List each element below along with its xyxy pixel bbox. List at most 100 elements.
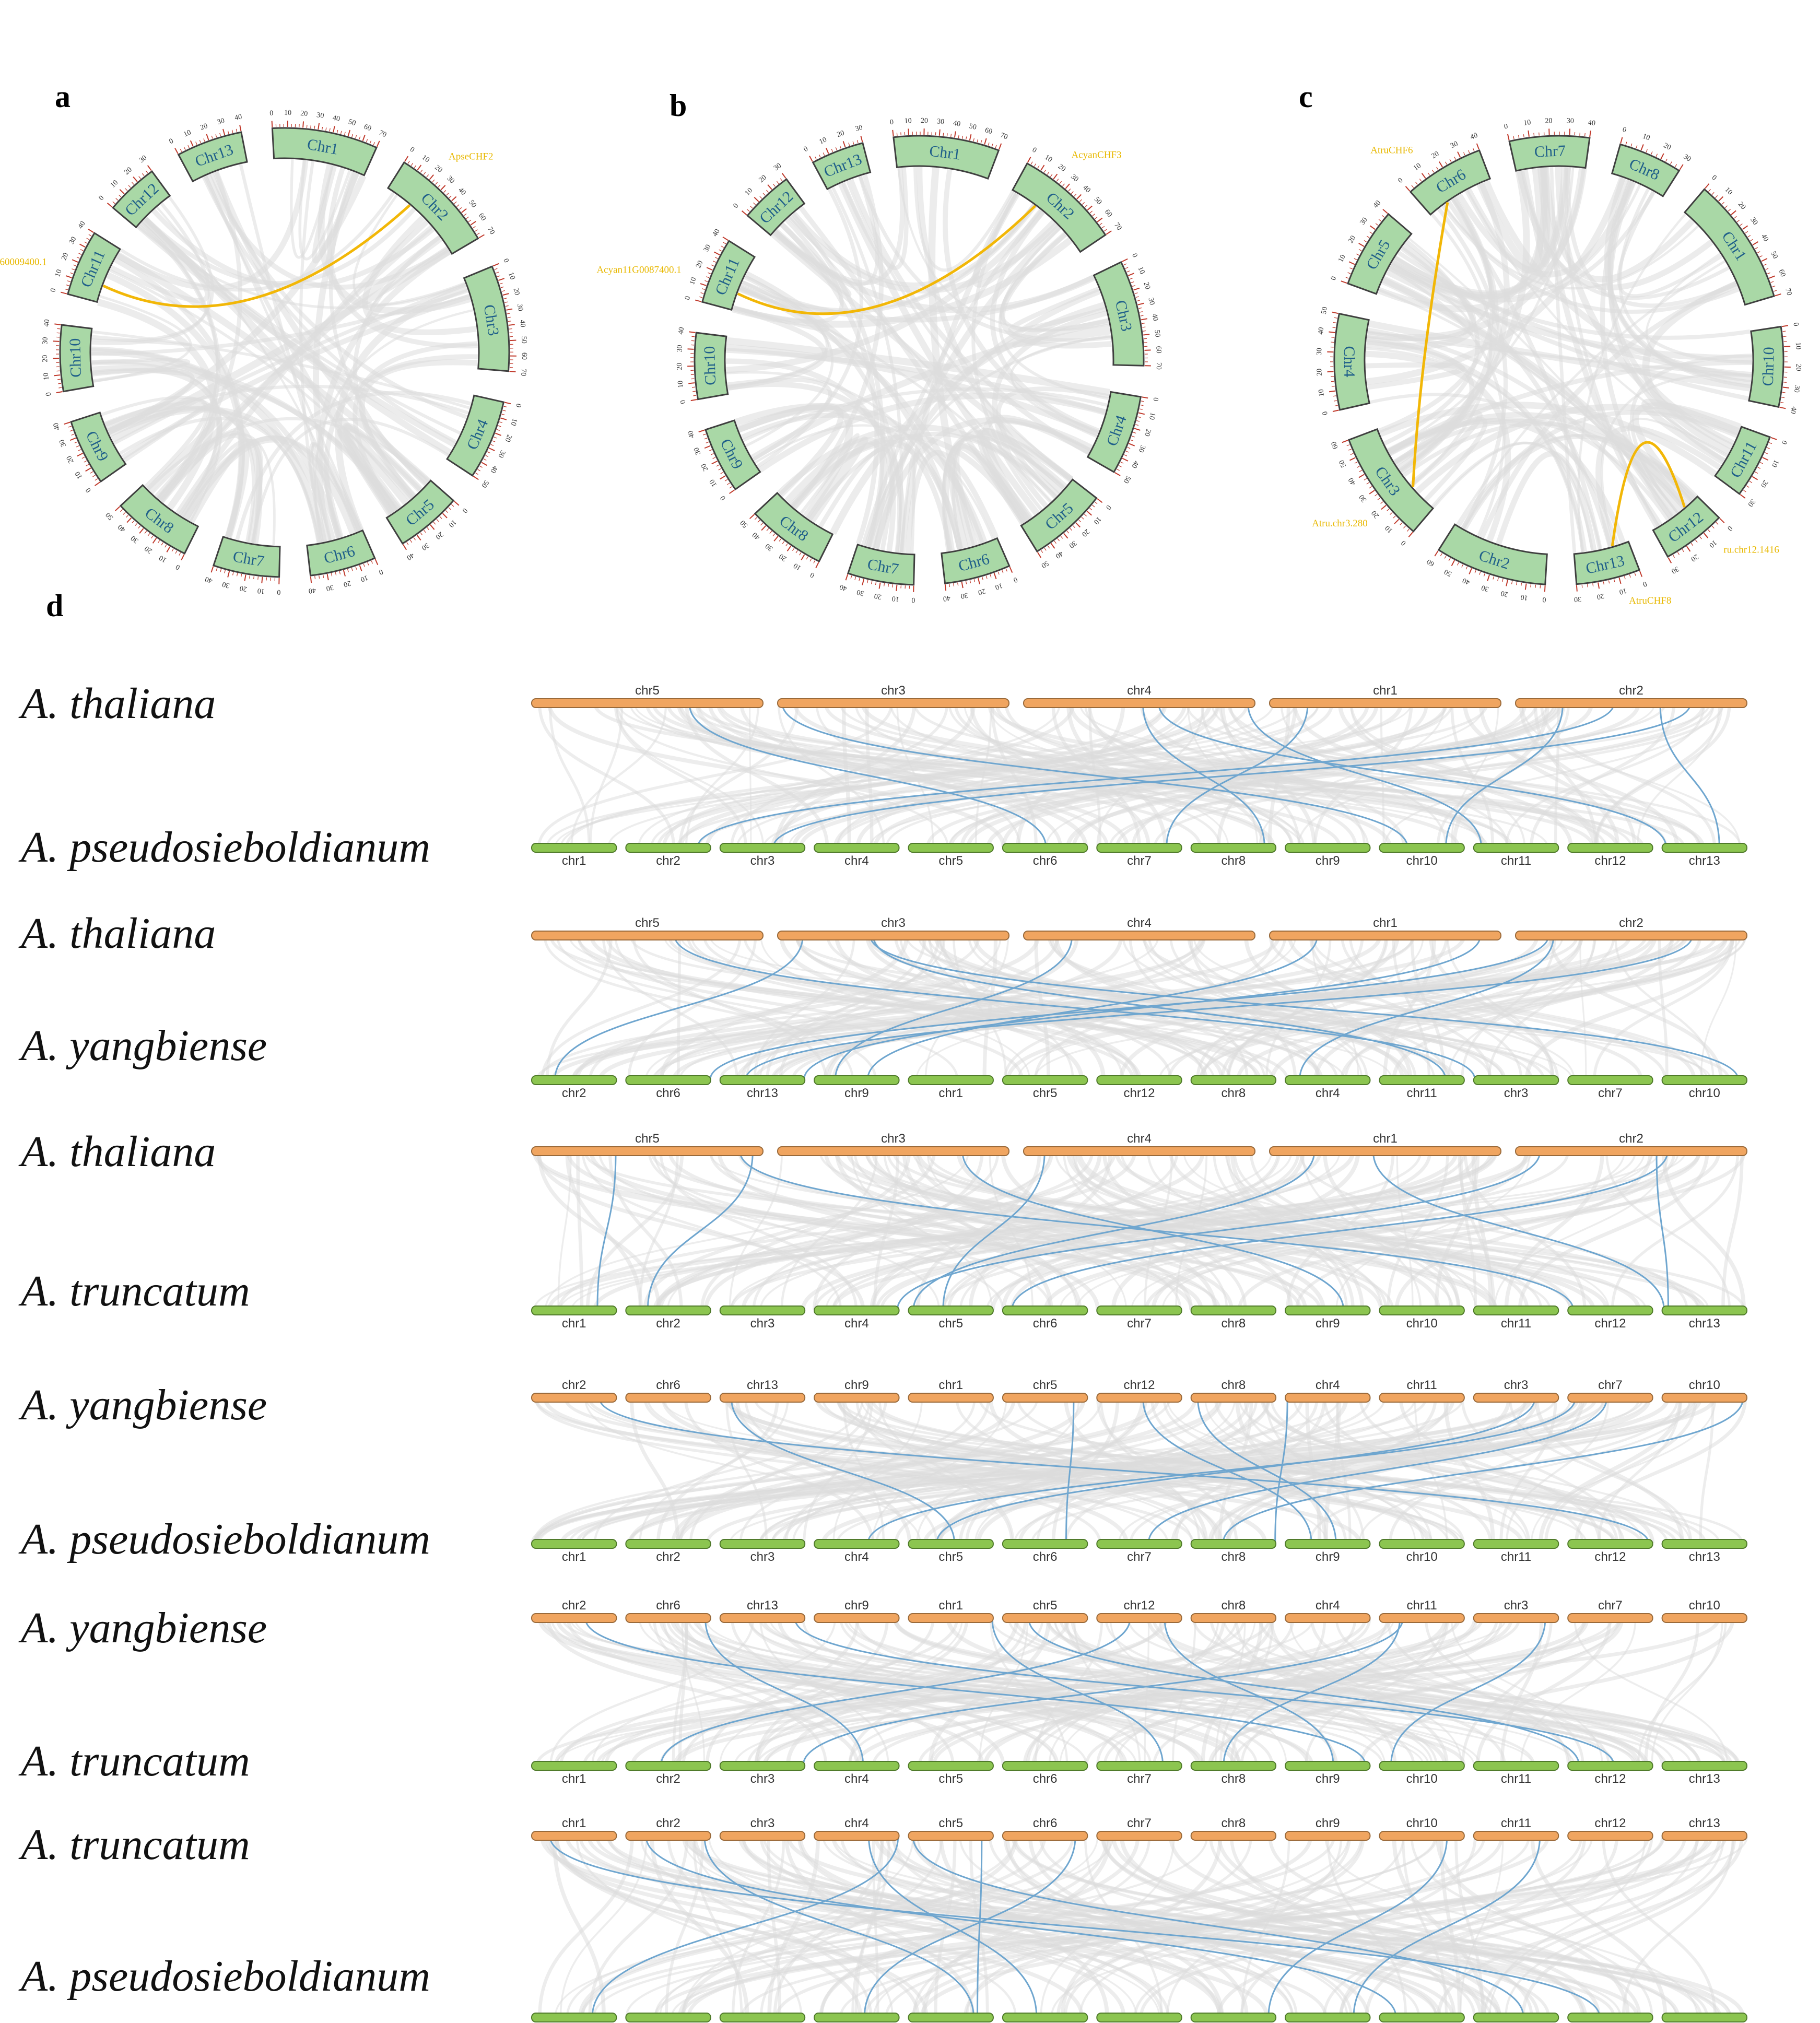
circos-background-link [91,202,212,345]
tick-label: 50 [520,336,528,344]
bottom-chromosome-bar [1002,843,1088,853]
minor-tick-mark [1740,494,1743,497]
tick-label: 70 [378,129,388,139]
minor-tick-mark [86,238,90,240]
minor-tick-mark [883,583,885,586]
bottom-chromosome-label: chr7 [1127,1316,1152,1331]
chromosome-block-chr6 [1409,149,1492,216]
circos-background-link [140,221,219,499]
top-chromosome-label: chr9 [844,1598,869,1613]
top-chromosome-bar [1567,1831,1653,1841]
tick-label: 20 [874,592,882,601]
minor-tick-mark [1767,272,1770,275]
minor-tick-mark [1047,545,1050,549]
bottom-chromosome-bar [814,2013,900,2022]
species-label-top: A. thaliana [18,1127,216,1176]
tick-label: 30 [1670,564,1681,575]
synteny-background-link [912,1151,1709,1310]
minor-tick-mark [1711,525,1715,529]
minor-tick-mark [789,546,791,549]
minor-tick-mark [1372,227,1376,230]
minor-tick-mark [1375,223,1379,226]
top-chromosome-label: chr7 [1127,1816,1152,1830]
minor-tick-mark [966,136,967,140]
species-label-top: A. truncatum [18,1820,250,1869]
tick-label: 30 [58,438,68,448]
minor-tick-mark [1086,511,1090,514]
minor-tick-mark [1513,136,1514,139]
minor-tick-mark [502,294,506,296]
minor-tick-mark [481,462,485,464]
synteny-highlight-link [591,1836,899,2017]
gene-label: AtruCHF8 [1629,595,1671,606]
tick-label: 40 [1054,549,1064,560]
synteny-background-link [1048,1618,1219,1766]
minor-tick-mark [1352,263,1355,265]
minor-tick-mark [1427,172,1430,176]
circos-background-link [897,168,1109,332]
minor-tick-mark [212,566,214,570]
top-chromosome-bar [531,931,764,940]
minor-tick-mark [1106,232,1109,235]
bottom-chromosome-bar [908,1761,994,1771]
bottom-chromosome-bar [719,1305,806,1315]
minor-tick-mark [1506,580,1508,583]
minor-tick-mark [1493,576,1495,580]
synteny-highlight-link [584,1618,1367,1766]
minor-tick-mark [1636,145,1638,149]
tick-label: 40 [943,594,951,603]
tick-label: 60 [520,352,528,360]
synteny-background-link [538,1836,634,2017]
minor-tick-mark [413,537,416,540]
minor-tick-mark [348,133,349,136]
tick-label: 0 [679,399,687,404]
minor-tick-mark [1123,263,1127,266]
synteny-background-link [1183,1151,1610,1310]
minor-tick-mark [1070,528,1073,531]
synteny-highlight-link [1158,703,1667,848]
minor-tick-mark [1383,505,1387,508]
chromosome-block-chr12 [112,170,171,229]
species-label-bottom: A. pseudosieboldianum [18,1952,430,2001]
minor-tick-mark [216,568,218,571]
tick-label: 30 [138,154,148,164]
minor-tick-mark [1366,236,1370,238]
minor-tick-mark [492,264,496,267]
bottom-chromosome-label: chr12 [1123,1086,1155,1100]
tick-label: 40 [1789,406,1798,415]
minor-tick-mark [1125,267,1129,269]
tick-label: 10 [54,268,64,278]
synteny-highlight-link [739,1151,1575,1310]
top-chromosome-bar [625,1613,711,1623]
minor-tick-mark [203,138,205,142]
synteny-highlight-link [912,1836,1524,2017]
minor-tick-mark [1677,552,1680,555]
top-chromosome-bar [814,1831,900,1841]
minor-tick-mark [985,575,988,579]
top-chromosome-label: chr2 [1619,1132,1643,1146]
synteny-background-link [1521,703,1741,848]
bottom-chromosome-bar [1567,2013,1653,2022]
synteny-background-link [654,1836,1208,2017]
synteny-background-link [1189,936,1297,1080]
minor-tick-mark [856,140,859,144]
tick-label: 10 [792,561,803,572]
tick-label: 40 [1130,460,1140,469]
species-label-bottom: A. truncatum [18,1267,250,1315]
synteny-background-link [682,1836,914,2017]
minor-tick-mark [1005,568,1007,572]
minor-tick-mark [783,175,786,179]
minor-tick-mark [473,476,476,478]
minor-tick-mark [703,284,707,286]
tick-label: 10 [1523,119,1531,127]
minor-tick-mark [409,539,413,543]
bottom-chromosome-bar [719,1761,806,1771]
synteny-background-link [848,1618,1238,1766]
tick-label: 0 [1012,575,1018,584]
tick-label: 20 [1596,592,1604,601]
tick-label: 30 [130,534,140,544]
